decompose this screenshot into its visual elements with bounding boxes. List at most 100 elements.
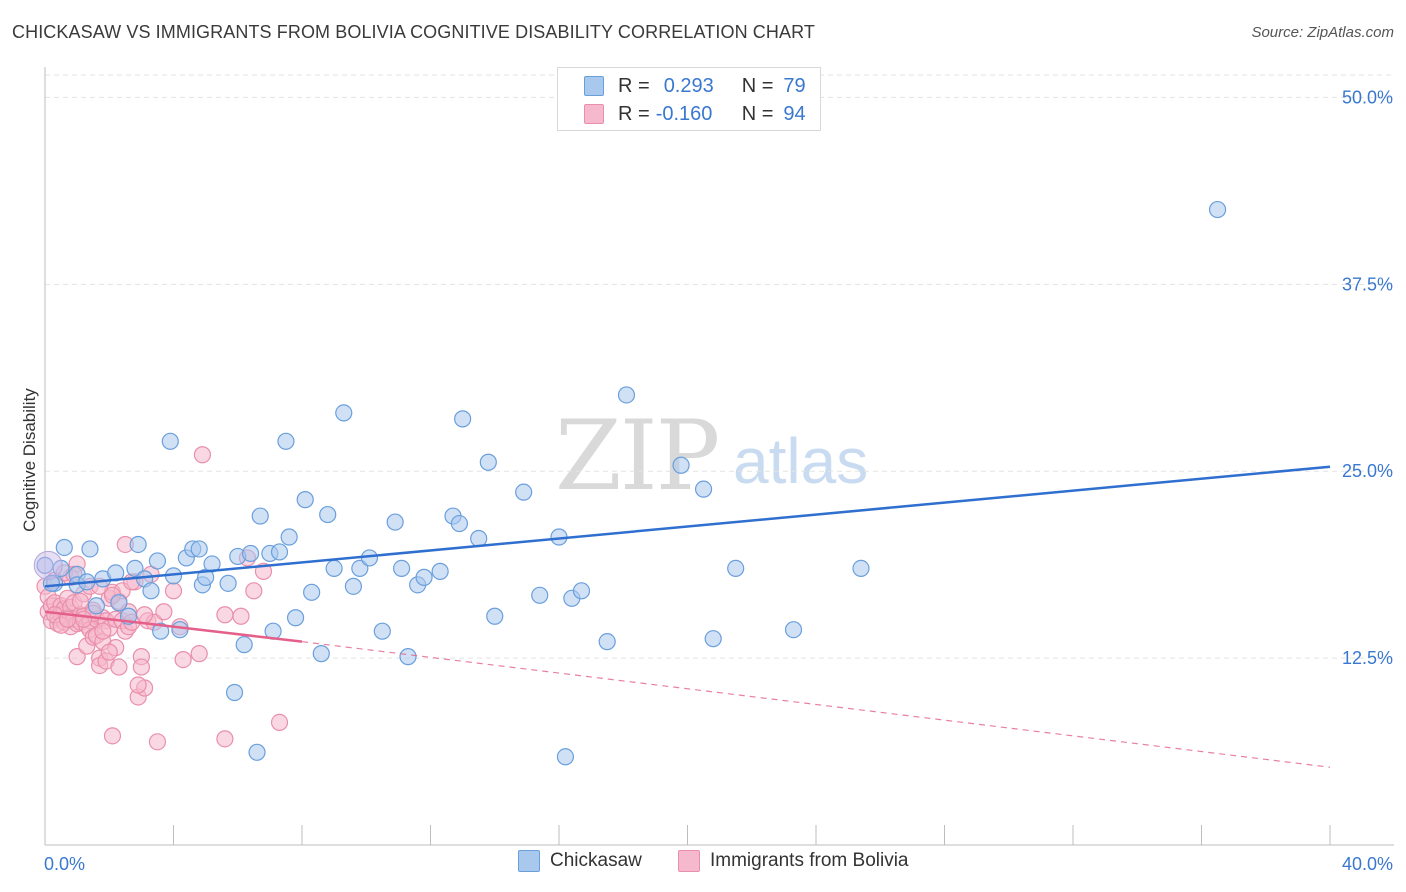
series-legend: Chickasaw Immigrants from Bolivia (0, 850, 1406, 878)
point-bolivia (94, 622, 112, 640)
y-tick-label: 12.5% (1342, 648, 1393, 668)
point-chickasaw (251, 507, 269, 525)
legend-row-chickasaw: R = 0.293 N = 79 (584, 74, 806, 98)
point-chickasaw (190, 540, 208, 558)
point-chickasaw (296, 491, 314, 509)
point-bolivia (103, 727, 122, 745)
point-chickasaw (55, 538, 73, 557)
point-bolivia (74, 610, 93, 628)
point-bolivia (232, 607, 250, 625)
point-chickasaw (531, 586, 549, 604)
point-chickasaw (81, 540, 99, 558)
point-bolivia (245, 582, 263, 600)
legend-swatch-bolivia (678, 850, 700, 872)
point-chickasaw (672, 456, 690, 474)
y-axis-label: Cognitive Disability (20, 388, 39, 532)
point-chickasaw (454, 410, 472, 428)
point-bolivia (164, 582, 183, 600)
point-chickasaw (171, 621, 189, 639)
point-chickasaw (617, 386, 636, 404)
point-chickasaw (312, 645, 330, 663)
point-chickasaw (235, 636, 253, 654)
point-chickasaw (392, 559, 411, 577)
point-bolivia (132, 658, 150, 676)
point-bolivia (110, 658, 128, 676)
r-label: R = (618, 74, 650, 97)
point-chickasaw (248, 743, 266, 761)
point-chickasaw (1208, 200, 1227, 219)
point-cluster (33, 550, 63, 580)
point-chickasaw (325, 559, 343, 577)
x-tick-label: 40.0% (1342, 854, 1393, 874)
point-chickasaw (270, 543, 289, 561)
legend-item-chickasaw: Chickasaw (518, 850, 642, 872)
n-label: N = (741, 74, 774, 97)
point-chickasaw (515, 483, 533, 501)
point-chickasaw (784, 621, 803, 639)
point-chickasaw (110, 594, 128, 612)
point-bolivia (216, 730, 234, 748)
point-chickasaw (286, 609, 305, 627)
point-chickasaw (87, 597, 106, 615)
point-bolivia (270, 713, 289, 731)
x-tick-label: 0.0% (44, 854, 85, 874)
point-chickasaw (556, 748, 575, 766)
point-chickasaw (694, 480, 713, 498)
point-bolivia (190, 645, 208, 663)
point-bolivia (100, 643, 118, 661)
point-chickasaw (280, 528, 298, 546)
r-value: 0.293 (663, 74, 714, 97)
trendline-chickasaw (44, 465, 1331, 588)
legend-item-bolivia: Immigrants from Bolivia (678, 850, 909, 872)
r-value: -0.160 (655, 102, 713, 125)
watermark-zip: ZIP (555, 400, 720, 512)
point-chickasaw (450, 514, 469, 533)
point-chickasaw (129, 535, 147, 554)
point-chickasaw (704, 630, 722, 648)
correlation-legend: R = 0.293 N = 79 R = -0.160 N = 94 (557, 67, 821, 131)
watermark-atlas: atlas (733, 425, 869, 497)
point-bolivia (148, 733, 167, 751)
n-value: 79 (783, 74, 806, 97)
point-bolivia (174, 651, 192, 669)
trendline-bolivia-extrapolated (301, 641, 1331, 768)
point-chickasaw (319, 505, 337, 524)
point-chickasaw (335, 404, 353, 422)
trendline-bolivia (44, 610, 303, 643)
y-tick-label: 37.5% (1342, 274, 1393, 294)
point-chickasaw (479, 453, 497, 471)
point-chickasaw (415, 568, 433, 586)
point-bolivia (193, 446, 212, 464)
point-chickasaw (152, 622, 170, 640)
point-chickasaw (242, 544, 260, 563)
point-chickasaw (572, 582, 591, 600)
point-bolivia (216, 606, 234, 624)
point-chickasaw (386, 513, 404, 531)
point-chickasaw (161, 432, 179, 450)
legend-swatch-bolivia (584, 104, 604, 124)
point-chickasaw (486, 607, 504, 625)
y-tick-label: 25.0% (1342, 461, 1393, 481)
point-chickasaw (360, 549, 379, 567)
point-chickasaw (852, 559, 870, 577)
n-label: N = (741, 102, 774, 125)
point-bolivia (155, 603, 173, 621)
y-tick-label: 50.0% (1342, 87, 1393, 107)
point-chickasaw (142, 582, 160, 600)
point-chickasaw (598, 633, 616, 651)
point-chickasaw (373, 622, 391, 640)
point-chickasaw (277, 432, 295, 450)
point-chickasaw (303, 583, 321, 601)
point-chickasaw (148, 552, 167, 570)
chart-title: CHICKASAW VS IMMIGRANTS FROM BOLIVIA COG… (12, 22, 815, 42)
point-bolivia (129, 676, 147, 694)
source-label: Source: ZipAtlas.com (1251, 24, 1394, 41)
point-chickasaw (399, 648, 417, 666)
point-chickasaw (470, 529, 488, 548)
point-chickasaw (219, 574, 237, 592)
point-bolivia (135, 606, 154, 624)
legend-swatch-chickasaw (518, 850, 540, 872)
legend-swatch-chickasaw (584, 76, 604, 96)
legend-label-bolivia: Immigrants from Bolivia (710, 850, 909, 871)
